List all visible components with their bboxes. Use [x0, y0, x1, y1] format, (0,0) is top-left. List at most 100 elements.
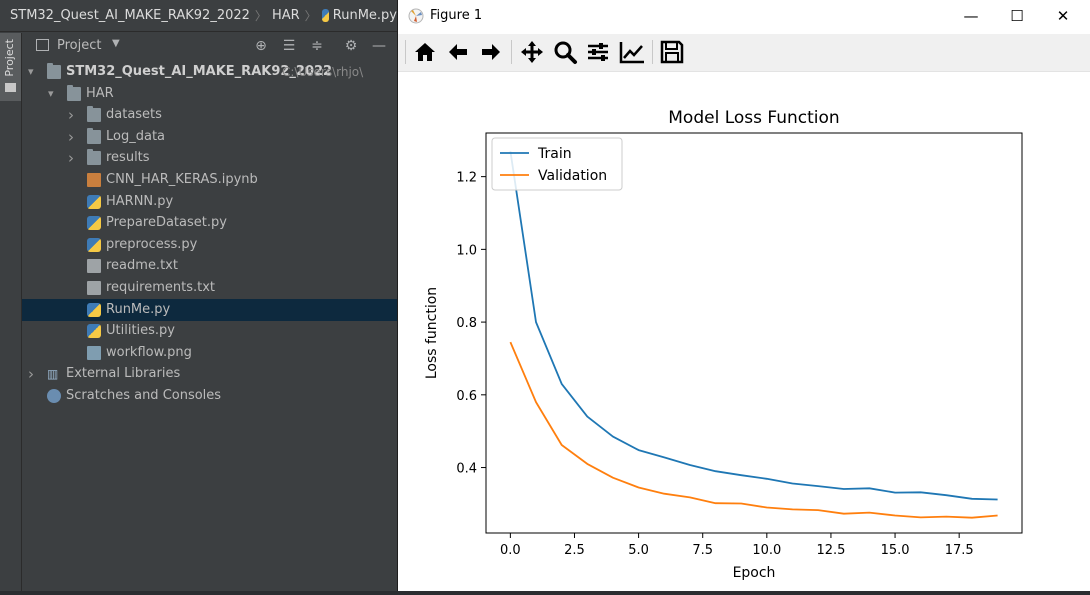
- zoom-icon[interactable]: [551, 38, 579, 66]
- chevron-right-icon[interactable]: ›: [28, 365, 34, 384]
- series-line-train: [509, 151, 998, 501]
- tree-item[interactable]: Utilities.py: [22, 320, 397, 342]
- tree-item[interactable]: ▾ STM32_Quest_AI_MAKE_RAK92_2022 C:\Users\…: [22, 61, 397, 83]
- chevron-right-icon[interactable]: ›: [68, 149, 74, 168]
- project-view-selector[interactable]: Project: [57, 38, 102, 53]
- tree-item-label: External Libraries: [66, 366, 181, 382]
- home-icon[interactable]: [411, 38, 439, 66]
- tree-item-label: HARNN.py: [106, 193, 174, 209]
- notebook-file-icon: [87, 173, 101, 187]
- tree-item[interactable]: requirements.txt: [22, 277, 397, 299]
- x-tick-label: 15.0: [881, 543, 910, 558]
- tree-item[interactable]: Scratches and Consoles: [22, 385, 397, 407]
- y-tick-label: 1.0: [456, 243, 477, 258]
- python-file-icon: [87, 324, 101, 339]
- x-tick-label: 12.5: [816, 543, 845, 558]
- folder-icon: [47, 63, 61, 79]
- project-path: C:\Users\rhjo\: [282, 65, 364, 79]
- library-icon: ▥: [47, 367, 59, 382]
- scratches-icon: [47, 389, 61, 403]
- loss-chart[interactable]: Model Loss Function 0.0 2.5 5.0 7.5 10.0 12.5 1…: [398, 72, 1090, 591]
- locate-file-icon[interactable]: ⊕: [255, 38, 267, 54]
- tree-item[interactable]: CNN_HAR_KERAS.ipynb: [22, 169, 397, 191]
- x-tick-label: 0.0: [500, 543, 521, 558]
- tree-item[interactable]: › ▥ External Libraries: [22, 363, 397, 385]
- gear-icon[interactable]: ⚙: [344, 38, 358, 54]
- folder-icon: [87, 149, 101, 166]
- tree-item[interactable]: HARNN.py: [22, 191, 397, 213]
- chevron-down-icon[interactable]: ▼: [112, 38, 120, 49]
- y-tick-label: 0.6: [456, 389, 477, 404]
- tree-item-label: Utilities.py: [106, 323, 176, 339]
- project-tool-window-button[interactable]: Project: [0, 33, 21, 101]
- tree-item-label: HAR: [86, 85, 114, 101]
- folder-icon: [87, 106, 101, 123]
- figure-title: Figure 1: [430, 8, 483, 23]
- tree-item[interactable]: › Log_data: [22, 126, 397, 148]
- chevron-right-icon[interactable]: ›: [68, 106, 74, 125]
- python-file-icon: [87, 302, 101, 317]
- x-tick-label: 2.5: [564, 543, 585, 558]
- forward-icon[interactable]: [477, 38, 505, 66]
- legend-label: Train: [537, 146, 572, 162]
- toolbar-separator: [511, 40, 512, 64]
- tree-item-label: preprocess.py: [106, 236, 198, 252]
- chevron-right-icon: 〉: [304, 9, 317, 23]
- tree-item[interactable]: workflow.png: [22, 342, 397, 364]
- close-button[interactable]: ✕: [1056, 7, 1070, 25]
- tree-item-label: Log_data: [106, 128, 166, 144]
- matplotlib-logo-icon: [408, 8, 424, 24]
- chart-title: Model Loss Function: [668, 108, 839, 128]
- breadcrumb-folder[interactable]: HAR: [271, 8, 300, 23]
- tree-item-label: readme.txt: [106, 258, 178, 274]
- tree-item-label: datasets: [106, 107, 162, 123]
- y-tick-label: 0.4: [456, 462, 477, 477]
- ide-window: STM32_Quest_AI_MAKE_RAK92_2022 〉 HAR 〉 R…: [0, 0, 397, 591]
- breadcrumb-project[interactable]: STM32_Quest_AI_MAKE_RAK92_2022: [10, 8, 250, 23]
- y-axis-label: Loss function: [424, 287, 440, 379]
- minimize-button[interactable]: —: [963, 7, 979, 25]
- legend-box: [491, 137, 623, 191]
- chevron-down-icon[interactable]: ▾: [48, 86, 54, 100]
- tree-item-label: STM32_Quest_AI_MAKE_RAK92_2022: [66, 64, 333, 79]
- back-icon[interactable]: [444, 38, 472, 66]
- tree-item[interactable]: preprocess.py: [22, 234, 397, 256]
- chevron-right-icon[interactable]: ›: [68, 127, 74, 146]
- tree-item[interactable]: readme.txt: [22, 255, 397, 277]
- maximize-button[interactable]: ☐: [1010, 7, 1024, 25]
- navigation-toolbar: [398, 34, 1090, 72]
- figure-window: Figure 1 — ☐ ✕ Mode: [397, 0, 1090, 591]
- configure-subplots-icon[interactable]: [584, 38, 612, 66]
- hide-icon[interactable]: —: [372, 38, 386, 54]
- collapse-all-icon[interactable]: ≑: [311, 38, 323, 54]
- tree-item-label: Scratches and Consoles: [66, 388, 222, 403]
- tree-item[interactable]: RunMe.py: [22, 298, 397, 321]
- legend-label: Validation: [538, 168, 607, 184]
- project-panel-header: Project ▼ ⊕ ☰ ≑ ⚙ —: [22, 33, 397, 59]
- python-file-icon: [87, 237, 101, 252]
- python-file-icon: [321, 9, 329, 22]
- project-view-icon: [36, 39, 49, 51]
- text-file-icon: [87, 281, 101, 295]
- figure-titlebar: Figure 1 — ☐ ✕: [398, 0, 1090, 33]
- x-tick-label: 10.0: [752, 543, 781, 558]
- breadcrumb-file[interactable]: RunMe.py: [332, 8, 397, 23]
- chevron-down-icon[interactable]: ▾: [28, 65, 34, 78]
- x-axis-label: Epoch: [733, 565, 776, 581]
- pan-icon[interactable]: [518, 38, 546, 66]
- tree-item[interactable]: ▾ HAR: [22, 83, 397, 105]
- tree-item-label: PrepareDataset.py: [106, 215, 227, 231]
- tree-item[interactable]: › results: [22, 147, 397, 169]
- save-icon[interactable]: [658, 38, 686, 66]
- expand-all-icon[interactable]: ☰: [282, 38, 296, 54]
- tree-item-label: CNN_HAR_KERAS.ipynb: [106, 172, 258, 187]
- python-file-icon: [87, 216, 101, 231]
- axes-frame: [485, 132, 1023, 534]
- tree-item[interactable]: PrepareDataset.py: [22, 212, 397, 234]
- tree-item-label: requirements.txt: [106, 280, 216, 295]
- edit-axis-icon[interactable]: [618, 38, 646, 66]
- folder-icon: [87, 127, 101, 144]
- tree-item[interactable]: › datasets: [22, 104, 397, 126]
- plot-canvas[interactable]: Model Loss Function 0.0 2.5 5.0 7.5 10.0 12.5 1…: [398, 72, 1090, 591]
- x-tick-label: 7.5: [692, 543, 713, 558]
